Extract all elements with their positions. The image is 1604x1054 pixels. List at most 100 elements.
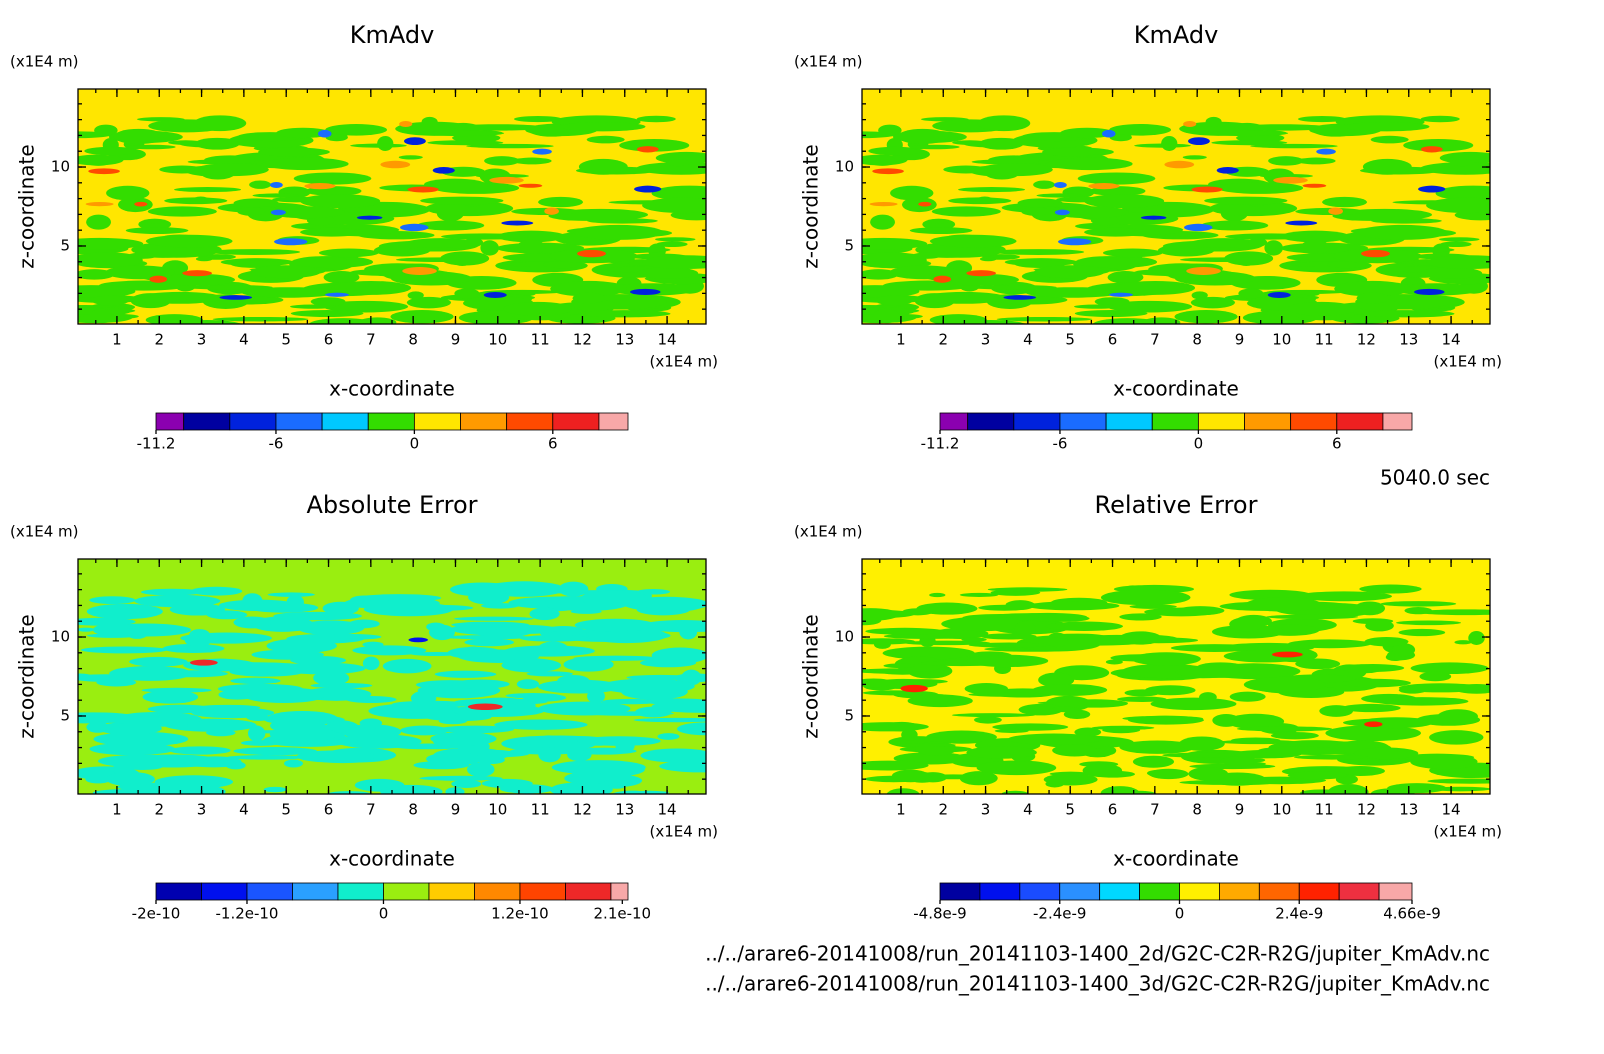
contour-extreme: [1003, 295, 1037, 300]
contour-region: [267, 592, 315, 597]
contour-region: [941, 616, 1026, 632]
colorbar-segment: [565, 882, 612, 901]
contour-region: [143, 218, 166, 224]
contour-region: [89, 596, 136, 605]
contour-region: [408, 247, 460, 252]
contour-region: [426, 622, 446, 632]
contour-region: [1162, 752, 1236, 758]
x-tick-label: 7: [1150, 801, 1160, 819]
contour-region: [1074, 727, 1102, 737]
contour-region: [1119, 740, 1196, 754]
contour-region: [862, 722, 929, 732]
contour-region: [655, 151, 706, 165]
contour-region: [1188, 766, 1229, 781]
contour-region: [84, 155, 113, 166]
contour-region: [862, 285, 920, 298]
contour-region: [896, 742, 956, 748]
contour-region: [418, 130, 505, 137]
x-tick-label: 4: [1023, 801, 1033, 819]
contour-region: [356, 594, 442, 602]
contour-region: [636, 162, 706, 175]
contour-extreme: [1186, 267, 1221, 275]
contour-extreme: [1216, 166, 1239, 174]
contour-region: [619, 138, 690, 152]
contour-region: [467, 762, 495, 777]
x-tick-label: 4: [239, 331, 249, 349]
colorbar-segment: [229, 412, 277, 431]
contour-region: [979, 256, 997, 262]
contour-region: [1084, 194, 1165, 209]
colorbar-segment: [1338, 882, 1380, 901]
contour-region: [1404, 607, 1433, 615]
contour-region: [421, 116, 438, 128]
contour-extreme: [1184, 223, 1213, 232]
contour-region: [1161, 136, 1178, 151]
contour-region: [994, 728, 1029, 733]
contour-region: [138, 291, 223, 304]
contour-region: [586, 135, 625, 144]
contour-region: [1294, 754, 1370, 760]
contour-extreme: [404, 137, 426, 146]
colorbar-segment: [1105, 412, 1153, 431]
contour-extreme: [1272, 651, 1303, 658]
colorbar-segment: [1244, 412, 1292, 431]
contour-region: [1287, 301, 1357, 316]
contour-region: [878, 124, 902, 137]
chart-title: KmAdv: [350, 21, 435, 49]
contour-region: [1236, 726, 1333, 732]
contour-region: [284, 759, 303, 768]
colorbar-tick-label: 2.4e-9: [1275, 905, 1323, 923]
contour-extreme: [134, 201, 148, 207]
contour-region: [290, 304, 336, 309]
contour-region: [504, 645, 595, 657]
contour-region: [974, 716, 1002, 724]
contour-extreme: [636, 146, 659, 153]
contour-extreme: [501, 220, 534, 226]
colorbar-segment: [598, 412, 629, 431]
contour-region: [1034, 265, 1105, 279]
contour-region: [480, 240, 499, 256]
contour-region: [1440, 241, 1472, 248]
contour-region: [1365, 620, 1394, 632]
contour-region: [252, 193, 300, 198]
y-tick-label: 5: [844, 706, 854, 724]
contour-extreme: [467, 703, 503, 711]
contour-region: [416, 220, 485, 231]
contour-region: [1248, 237, 1268, 247]
contour-region: [300, 227, 364, 237]
contour-region: [542, 261, 583, 269]
contour-region: [1238, 288, 1264, 299]
contour-region: [643, 698, 706, 705]
contour-extreme: [325, 292, 349, 297]
contour-region: [296, 750, 376, 763]
y-tick-label: 5: [60, 706, 70, 724]
colorbar-tick-label: 0: [1175, 905, 1185, 923]
contour-region: [494, 719, 588, 730]
contour-region: [1357, 224, 1448, 240]
contour-region: [106, 771, 155, 787]
contour-region: [510, 747, 585, 755]
colorbar-tick-label: 2.1e-10: [594, 905, 652, 923]
chart-title: Absolute Error: [306, 491, 477, 519]
colorbar-segment: [1059, 882, 1101, 901]
contour-region: [382, 658, 432, 674]
contour-region: [1225, 233, 1313, 240]
y-tick-label: 10: [835, 628, 854, 646]
contour-region: [1102, 248, 1163, 258]
contour-region: [573, 224, 664, 240]
contour-region: [1052, 744, 1098, 757]
contour-region: [883, 663, 916, 668]
contour-extreme: [489, 176, 524, 184]
x-tick-label: 7: [366, 331, 376, 349]
contour-extreme: [1273, 176, 1308, 184]
contour-region: [266, 206, 345, 219]
contour-region: [1043, 773, 1098, 786]
x-tick-label: 12: [573, 801, 592, 819]
contour-region: [659, 760, 706, 773]
contour-region: [134, 594, 221, 608]
y-axis-label: z-coordinate: [799, 614, 823, 738]
contour-region: [522, 693, 567, 702]
x-tick-label: 14: [1442, 331, 1461, 349]
contour-region: [1026, 601, 1120, 611]
contour-region: [86, 214, 111, 230]
